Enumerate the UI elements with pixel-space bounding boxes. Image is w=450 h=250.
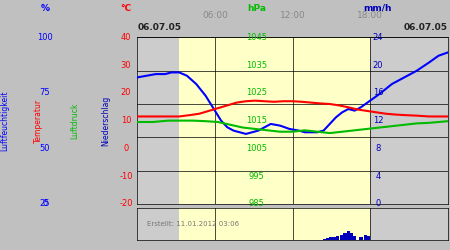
Bar	[350, 233, 353, 240]
Bar	[326, 238, 330, 240]
Text: 0: 0	[42, 199, 48, 208]
Text: 06.07.05: 06.07.05	[137, 23, 181, 32]
Bar	[364, 234, 367, 240]
Text: Luftfeuchtigkeit: Luftfeuchtigkeit	[0, 90, 9, 151]
Text: 20: 20	[373, 61, 383, 70]
Text: °C: °C	[121, 4, 131, 13]
Text: 50: 50	[40, 144, 50, 153]
Text: 40: 40	[121, 33, 131, 42]
Text: mm/h: mm/h	[364, 4, 392, 13]
Text: hPa: hPa	[247, 4, 266, 13]
Bar	[343, 233, 347, 240]
Bar	[370, 208, 448, 240]
Bar	[179, 38, 370, 204]
Text: 985: 985	[248, 199, 265, 208]
Bar	[179, 208, 370, 240]
Text: 20: 20	[121, 88, 131, 98]
Text: Erstellt: 11.01.2012 03:06: Erstellt: 11.01.2012 03:06	[147, 221, 239, 227]
Bar	[353, 236, 356, 240]
Bar	[336, 236, 339, 240]
Text: Luftdruck: Luftdruck	[70, 102, 79, 139]
Text: -20: -20	[119, 199, 133, 208]
Text: 10: 10	[121, 116, 131, 125]
Text: Niederschlag: Niederschlag	[101, 96, 110, 146]
Text: 1045: 1045	[246, 33, 267, 42]
Bar	[137, 208, 179, 240]
Bar	[329, 237, 333, 240]
Text: 16: 16	[373, 88, 383, 98]
Text: 0: 0	[375, 199, 381, 208]
Text: -10: -10	[119, 172, 133, 180]
Bar	[367, 236, 370, 240]
Text: 18:00: 18:00	[357, 11, 383, 20]
Text: 995: 995	[248, 172, 265, 180]
Bar	[359, 237, 363, 240]
Text: 4: 4	[375, 172, 381, 180]
Text: 12: 12	[373, 116, 383, 125]
Bar	[137, 38, 179, 204]
Bar	[346, 230, 350, 240]
Text: 75: 75	[40, 88, 50, 98]
Bar	[323, 239, 327, 240]
Text: Temperatur: Temperatur	[34, 98, 43, 143]
Text: 100: 100	[37, 33, 53, 42]
Bar	[333, 236, 336, 240]
Text: 25: 25	[40, 199, 50, 208]
Text: %: %	[40, 4, 50, 13]
Bar	[340, 234, 344, 240]
Text: 12:00: 12:00	[279, 11, 306, 20]
Text: 24: 24	[373, 33, 383, 42]
Text: 1025: 1025	[246, 88, 267, 98]
Text: 0: 0	[123, 144, 129, 153]
Text: 06.07.05: 06.07.05	[404, 23, 448, 32]
Text: 30: 30	[121, 61, 131, 70]
Text: 1035: 1035	[246, 61, 267, 70]
Text: 1005: 1005	[246, 144, 267, 153]
Text: 8: 8	[375, 144, 381, 153]
Text: 1015: 1015	[246, 116, 267, 125]
Bar	[370, 38, 448, 204]
Text: 06:00: 06:00	[202, 11, 228, 20]
